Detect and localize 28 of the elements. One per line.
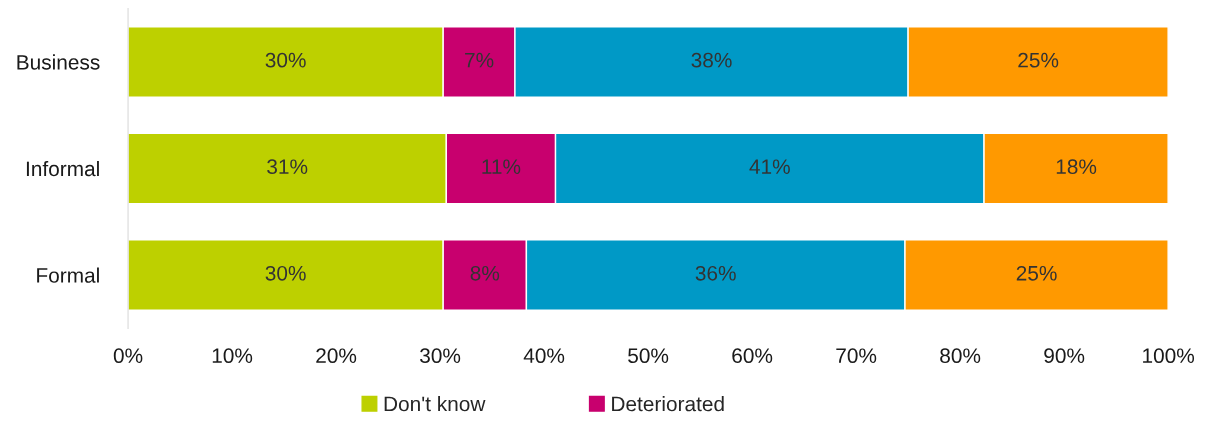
data-label: 41% — [749, 159, 790, 174]
data-label: 7% — [465, 52, 494, 68]
x-tick-label: 100% — [1143, 348, 1195, 364]
x-tick-label: 30% — [420, 348, 461, 364]
x-tick-label: 60% — [732, 348, 773, 364]
y-tick-label: Informal — [26, 160, 99, 177]
x-tick-label: 0% — [113, 348, 143, 364]
data-label: 25% — [1016, 265, 1057, 281]
x-tick-label: 10% — [212, 348, 253, 364]
data-label: 11% — [482, 159, 521, 174]
x-tick-label: 80% — [940, 348, 981, 364]
data-label: 38% — [691, 52, 732, 68]
data-label: 36% — [695, 265, 736, 281]
data-label: 18% — [1056, 159, 1097, 175]
data-label: 25% — [1018, 52, 1059, 68]
x-tick-label: 90% — [1044, 348, 1085, 364]
x-tick-label: 20% — [316, 348, 357, 364]
x-tick-label: 70% — [836, 348, 877, 364]
y-tick-label: Formal — [37, 267, 99, 283]
x-tick-label: 50% — [628, 348, 669, 364]
x-tick-label: 40% — [523, 348, 565, 364]
data-label: 30% — [265, 265, 306, 281]
y-tick-label: Business — [17, 54, 100, 70]
data-label: 30% — [265, 52, 306, 68]
legend-label: Deteriorated — [612, 395, 724, 412]
data-label: 8% — [470, 265, 500, 281]
data-label: 31% — [267, 159, 308, 175]
legend-label: Don't know — [384, 395, 486, 412]
